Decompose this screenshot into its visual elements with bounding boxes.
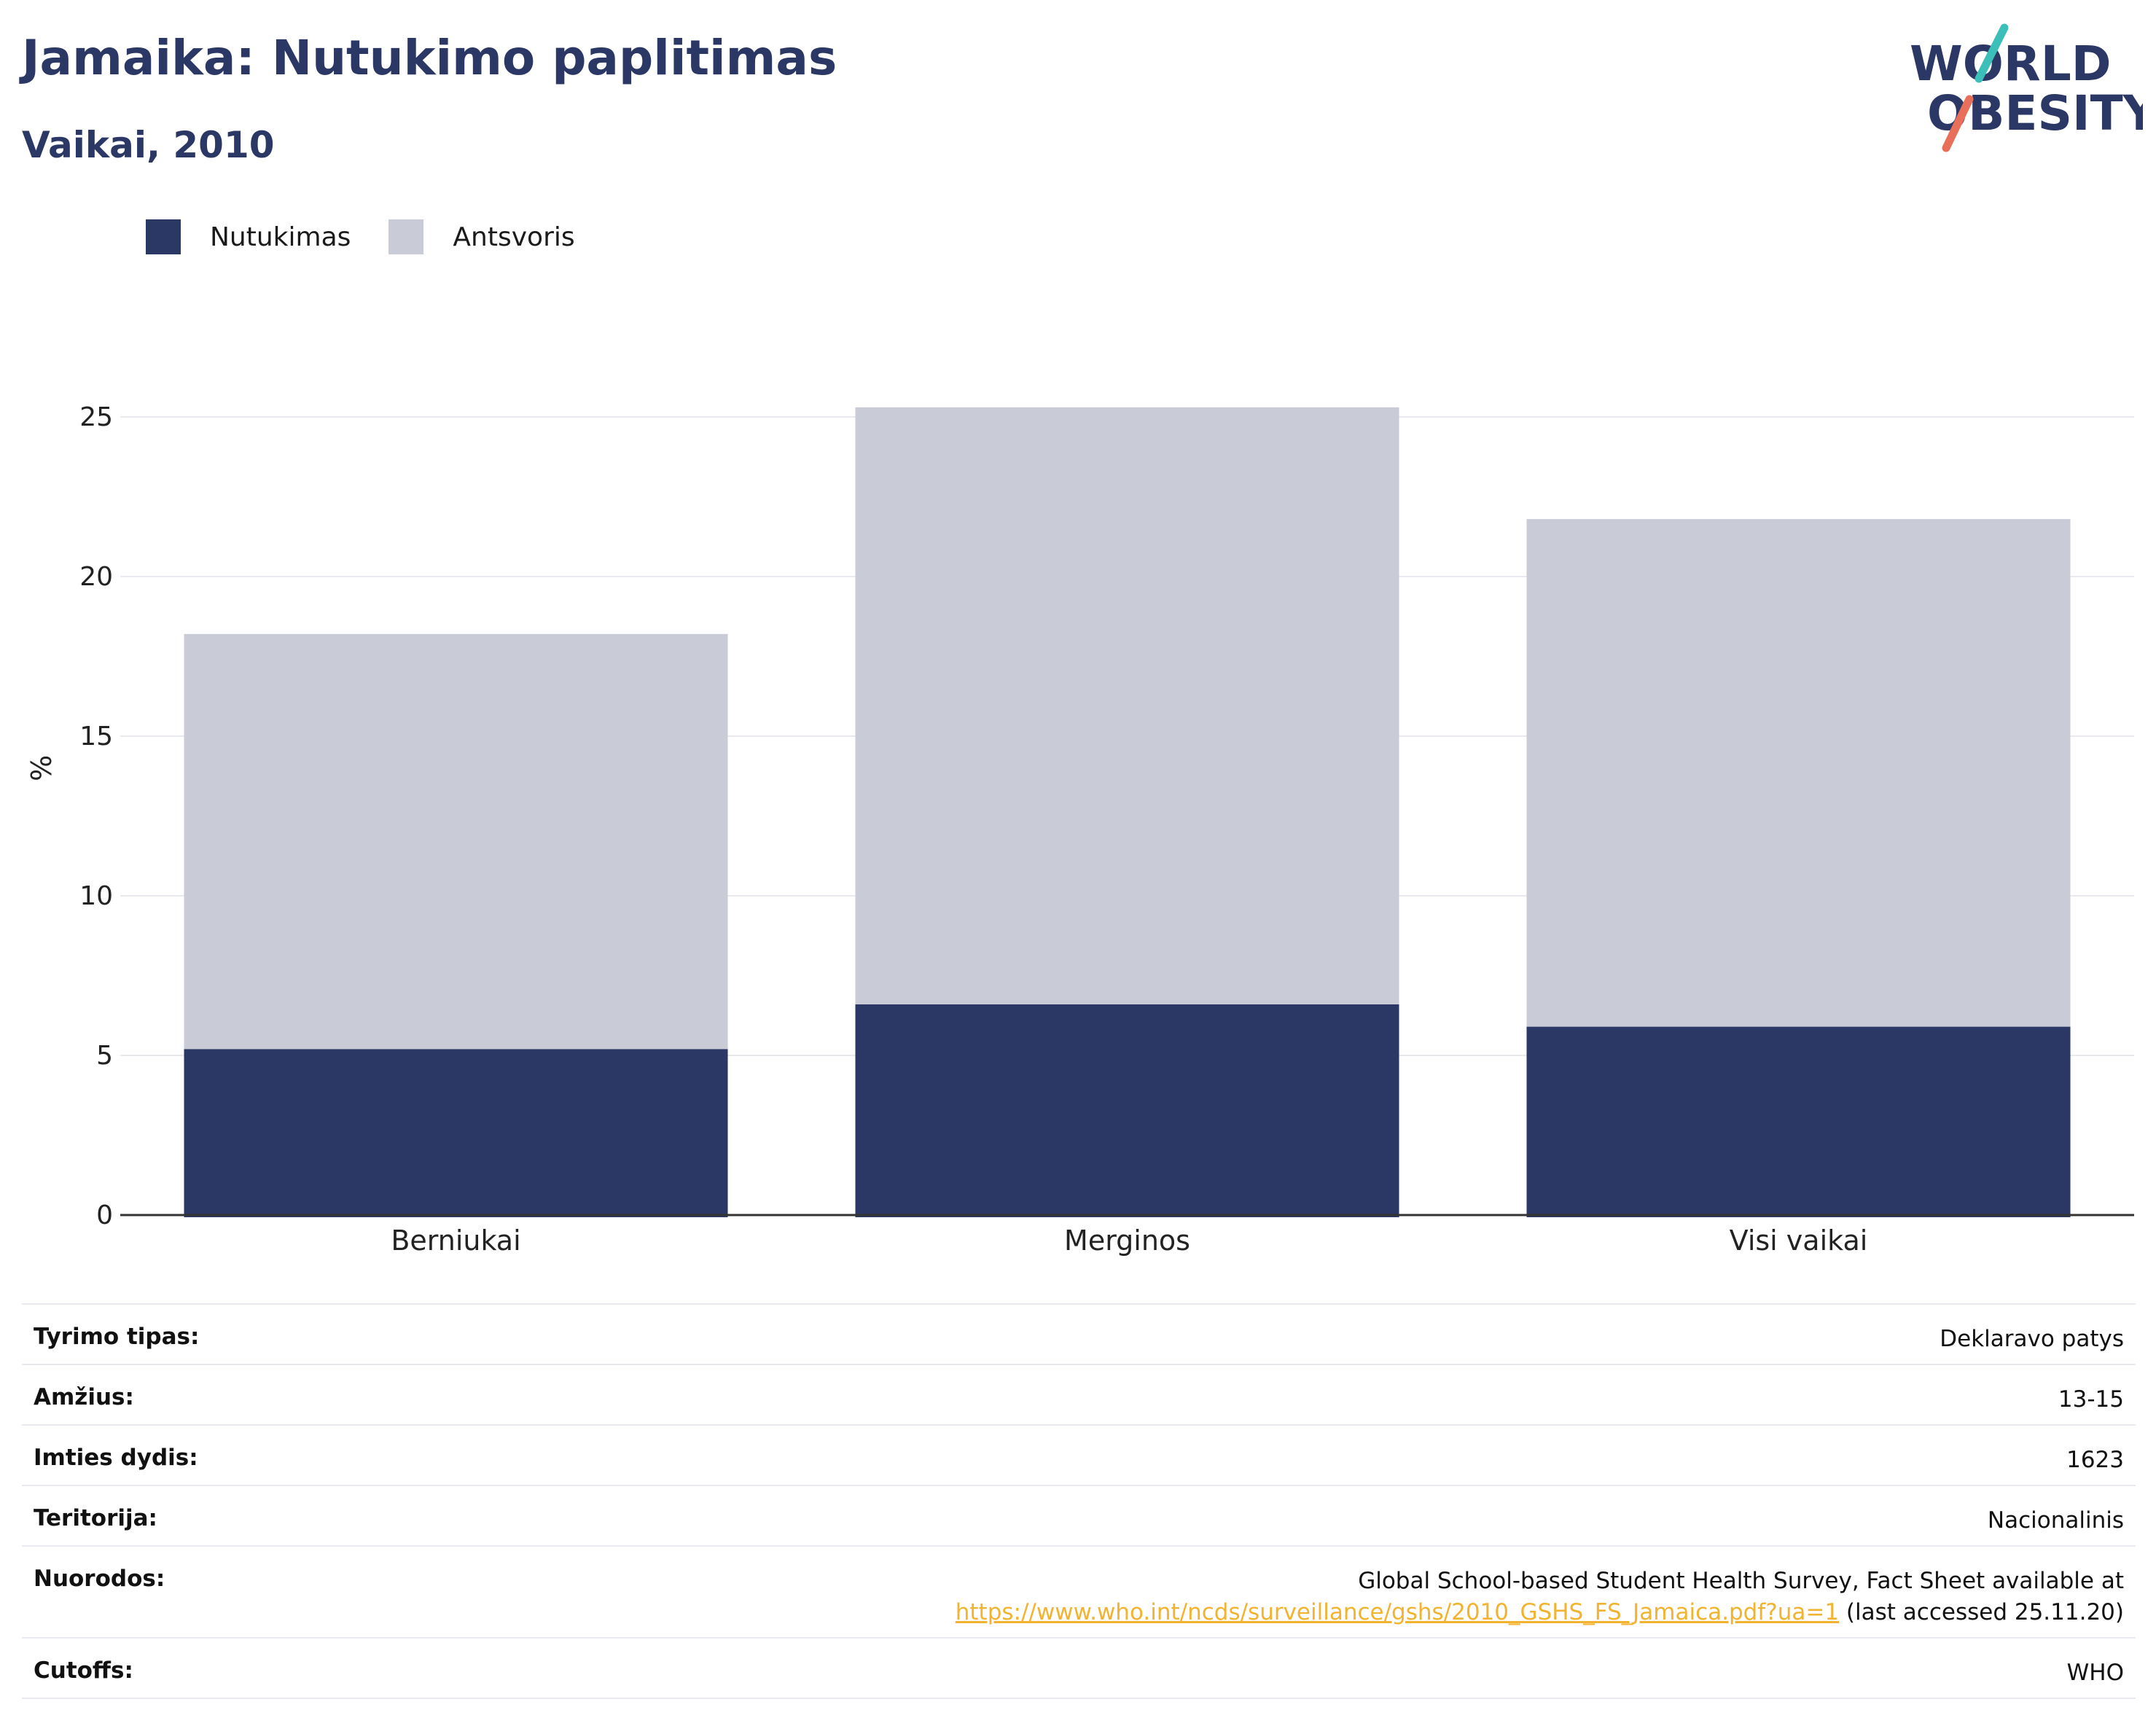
references-link[interactable]: https://www.who.int/ncds/surveillance/gs… [955, 1599, 1840, 1625]
survey-info-table: Tyrimo tipas: Deklaravo patys Amžius: 13… [22, 1303, 2136, 1699]
info-row-age: Amžius: 13-15 [22, 1364, 2136, 1426]
bar-obesity [855, 1004, 1399, 1217]
legend-item-obesity[interactable]: Nutukimas [146, 219, 351, 254]
info-row-references: Nuorodos: Global School-based Student He… [22, 1545, 2136, 1639]
logo-text-world: WORLD [1910, 36, 2112, 92]
info-value-cutoffs: WHO [311, 1637, 2136, 1699]
page-subtitle: Vaikai, 2010 [22, 124, 275, 166]
y-tick-label: 10 [79, 881, 113, 911]
info-row-territory: Teritorija: Nacionalinis [22, 1485, 2136, 1547]
bar-overweight [1526, 519, 2071, 1027]
legend-label-overweight: Antsvoris [453, 222, 575, 252]
y-tick-label: 20 [79, 562, 113, 592]
legend-label-obesity: Nutukimas [210, 222, 351, 252]
bar-overweight [184, 633, 728, 1050]
world-obesity-logo: WORLD OBESITY [1910, 23, 2143, 152]
y-tick-label: 15 [79, 722, 113, 751]
legend-swatch-obesity [146, 219, 181, 254]
y-tick-label: 5 [96, 1041, 113, 1071]
info-value-sample-size: 1623 [311, 1424, 2136, 1486]
x-tick-label: Visi vaikai [1730, 1225, 1868, 1257]
y-axis-label: % [26, 755, 58, 781]
bar-obesity [184, 1049, 728, 1217]
info-label-sample-size: Imties dydis: [22, 1424, 312, 1486]
info-label-age: Amžius: [22, 1364, 312, 1426]
x-tick-label: Merginos [1064, 1225, 1190, 1257]
info-value-territory: Nacionalinis [311, 1485, 2136, 1547]
info-label-territory: Teritorija: [22, 1485, 312, 1547]
page-title: Jamaika: Nutukimo paplitimas [22, 30, 837, 86]
info-label-references: Nuorodos: [22, 1545, 312, 1639]
info-row-sample-size: Imties dydis: 1623 [22, 1424, 2136, 1486]
info-value-age: 13-15 [311, 1364, 2136, 1426]
info-value-references: Global School-based Student Health Surve… [311, 1545, 2136, 1639]
bar-overweight [855, 407, 1399, 1004]
bar-obesity [1526, 1026, 2071, 1217]
y-tick-label: 0 [96, 1200, 113, 1230]
info-label-cutoffs: Cutoffs: [22, 1637, 312, 1699]
info-row-cutoffs: Cutoffs: WHO [22, 1637, 2136, 1699]
logo-slash-teal [1975, 23, 2009, 83]
legend-item-overweight[interactable]: Antsvoris [388, 219, 575, 254]
references-suffix: (last accessed 25.11.20) [1839, 1599, 2124, 1625]
logo-slash-coral [1942, 95, 1974, 152]
references-text: Global School-based Student Health Surve… [1358, 1568, 2124, 1594]
info-row-survey-type: Tyrimo tipas: Deklaravo patys [22, 1303, 2136, 1365]
y-tick-label: 25 [79, 402, 113, 432]
info-value-survey-type: Deklaravo patys [311, 1303, 2136, 1365]
x-tick-label: Berniukai [391, 1225, 520, 1257]
info-label-survey-type: Tyrimo tipas: [22, 1303, 312, 1365]
legend-swatch-overweight [388, 219, 424, 254]
chart-legend: Nutukimas Antsvoris [146, 219, 613, 255]
bar-chart: 0 5 10 15 20 25% Berniukai Merginos Visi vaikai [26, 402, 2134, 1257]
